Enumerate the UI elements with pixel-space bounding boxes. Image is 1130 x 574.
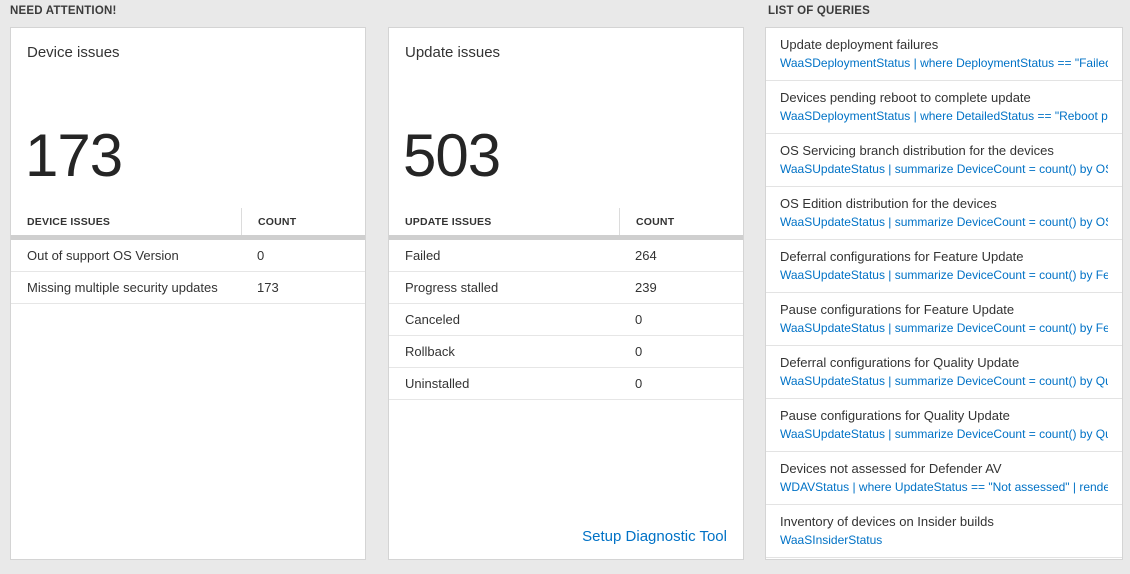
row-label: Progress stalled [405, 280, 499, 295]
row-count: 264 [635, 248, 657, 263]
query-string: WaaSUpdateStatus | summarize DeviceCount… [780, 268, 1108, 282]
query-title: Pause configurations for Feature Update [780, 302, 1015, 317]
row-count: 0 [635, 344, 643, 359]
device-issues-count: 173 [25, 122, 123, 189]
device-issues-table: DEVICE ISSUES COUNT Out of support OS Ve… [11, 208, 365, 304]
table-header-row: UPDATE ISSUES COUNT [389, 208, 743, 235]
table-header-row: DEVICE ISSUES COUNT [11, 208, 365, 235]
row-label: Rollback [405, 344, 455, 359]
table-row[interactable]: Canceled 0 [389, 304, 743, 336]
query-item[interactable]: Devices not assessed for Defender AV WDA… [766, 452, 1122, 505]
query-title: Devices pending reboot to complete updat… [780, 90, 1031, 105]
query-string: WaaSInsiderStatus [780, 533, 883, 547]
row-count: 239 [635, 280, 657, 295]
update-issues-count: 503 [403, 122, 501, 189]
query-item[interactable]: Pause configurations for Quality Update … [766, 399, 1122, 452]
table-row[interactable]: Failed 264 [389, 240, 743, 272]
query-title: Deferral configurations for Feature Upda… [780, 249, 1024, 264]
query-title: OS Edition distribution for the devices [780, 196, 997, 211]
query-string: WaaSUpdateStatus | summarize DeviceCount… [780, 162, 1108, 176]
row-label: Failed [405, 248, 441, 263]
update-issues-table: UPDATE ISSUES COUNT Failed 264 Progress … [389, 208, 743, 400]
table-header-count: COUNT [619, 208, 743, 235]
row-count: 0 [635, 376, 643, 391]
need-attention-heading: NEED ATTENTION! [10, 5, 117, 17]
row-label: Out of support OS Version [27, 248, 179, 263]
list-of-queries-heading: LIST OF QUERIES [768, 5, 871, 17]
query-item[interactable]: Inventory of devices on Insider builds W… [766, 505, 1122, 558]
query-item[interactable]: Pause configurations for Feature Update … [766, 293, 1122, 346]
query-item[interactable]: OS Edition distribution for the devices … [766, 187, 1122, 240]
table-header-divider [389, 235, 743, 240]
query-title: Deferral configurations for Quality Upda… [780, 355, 1020, 370]
row-label: Uninstalled [405, 376, 470, 391]
query-item[interactable]: Devices pending reboot to complete updat… [766, 81, 1122, 134]
query-string: WaaSDeploymentStatus | where DetailedSta… [780, 109, 1108, 123]
query-string: WaaSUpdateStatus | summarize DeviceCount… [780, 321, 1108, 335]
query-string: WDAVStatus | where UpdateStatus == "Not … [780, 480, 1108, 494]
queries-panel: Update deployment failures WaaSDeploymen… [765, 27, 1123, 560]
query-string: WaaSUpdateStatus | summarize DeviceCount… [780, 427, 1108, 441]
setup-diagnostic-tool-link[interactable]: Setup Diagnostic Tool [582, 528, 727, 545]
query-string: WaaSDeploymentStatus | where DeploymentS… [780, 56, 1108, 70]
query-title: OS Servicing branch distribution for the… [780, 143, 1054, 158]
query-title: Inventory of devices on Insider builds [780, 514, 994, 529]
table-row[interactable]: Missing multiple security updates 173 [11, 272, 365, 304]
query-item[interactable]: Deferral configurations for Quality Upda… [766, 346, 1122, 399]
table-header-label: UPDATE ISSUES [405, 216, 492, 228]
query-title: Update deployment failures [780, 37, 939, 52]
table-row[interactable]: Out of support OS Version 0 [11, 240, 365, 272]
card-title: Update issues [405, 44, 501, 61]
table-header-divider [11, 235, 365, 240]
query-title: Pause configurations for Quality Update [780, 408, 1010, 423]
table-row[interactable]: Uninstalled 0 [389, 368, 743, 400]
row-label: Canceled [405, 312, 460, 327]
table-header-count: COUNT [241, 208, 365, 235]
card-title: Device issues [27, 44, 120, 61]
row-count: 0 [257, 248, 265, 263]
query-string: WaaSUpdateStatus | summarize DeviceCount… [780, 374, 1108, 388]
row-count: 173 [257, 280, 279, 295]
query-item[interactable]: OS Servicing branch distribution for the… [766, 134, 1122, 187]
table-header-label: DEVICE ISSUES [27, 216, 111, 228]
row-label: Missing multiple security updates [27, 280, 218, 295]
row-count: 0 [635, 312, 643, 327]
table-row[interactable]: Rollback 0 [389, 336, 743, 368]
query-string: WaaSUpdateStatus | summarize DeviceCount… [780, 215, 1108, 229]
query-item[interactable]: Update deployment failures WaaSDeploymen… [766, 28, 1122, 81]
update-issues-card: Update issues 503 UPDATE ISSUES COUNT Fa… [388, 27, 744, 560]
query-title: Devices not assessed for Defender AV [780, 461, 1002, 476]
query-item[interactable]: Deferral configurations for Feature Upda… [766, 240, 1122, 293]
table-row[interactable]: Progress stalled 239 [389, 272, 743, 304]
device-issues-card: Device issues 173 DEVICE ISSUES COUNT Ou… [10, 27, 366, 560]
